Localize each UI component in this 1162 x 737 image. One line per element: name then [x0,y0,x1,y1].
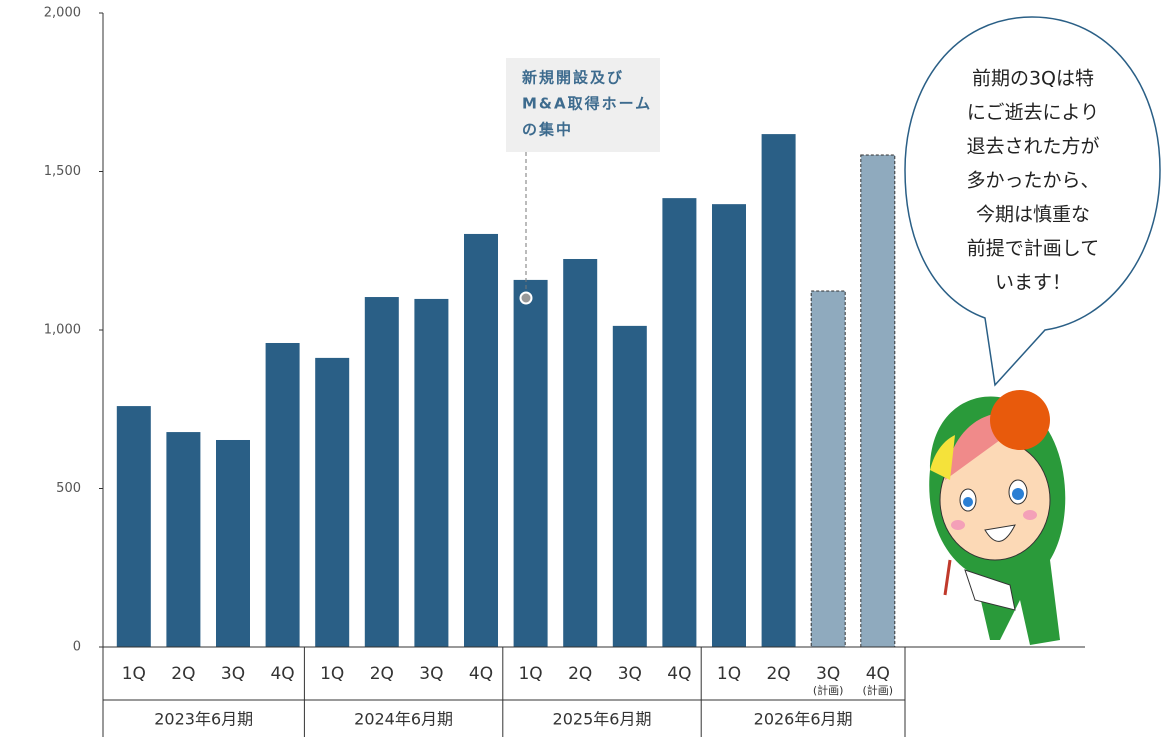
y-tick-label: 500 [56,481,81,496]
x-tick-label: 4Q [866,664,890,684]
annotation-text: 新規開設及び [522,69,624,87]
bar [265,342,300,647]
group-label: 2023年6月期 [154,710,253,729]
speech-bubble [904,16,1161,387]
bar [860,154,896,648]
x-tick-label: 2Q [370,664,394,684]
callout-text: にご逝去により [967,102,1099,124]
x-tick-label: 3Q [618,664,642,684]
bar [761,134,796,647]
callout-text: 前期の3Qは特 [972,68,1094,90]
annotation-dot [519,291,533,305]
x-tick-label: 3Q [816,664,840,684]
callout-text: 退去された方が [966,136,1099,158]
group-label: 2024年6月期 [354,710,453,729]
bar [414,298,449,647]
x-tick-label: 3Q [419,664,443,684]
x-tick-label: 4Q [270,664,294,684]
bar [315,357,350,647]
bar [116,406,151,647]
x-tick-label: 1Q [518,664,542,684]
y-tick-label: 2,000 [44,6,81,21]
group-label: 2025年6月期 [553,710,652,729]
bar [364,297,399,647]
bar [166,432,201,647]
y-tick-label: 0 [73,640,81,655]
y-tick-label: 1,000 [44,323,81,338]
x-tick-label: 4Q [667,664,691,684]
annotation-text: M&A取得ホーム [522,95,652,113]
x-tick-note: (計画) [863,683,894,697]
group-label: 2026年6月期 [754,710,853,729]
x-tick-label: 3Q [221,664,245,684]
bar [810,290,846,648]
bar [513,279,548,647]
x-tick-label: 2Q [568,664,592,684]
callout-text: 多かったから、 [966,170,1099,192]
y-tick-label: 1,500 [44,164,81,179]
bar [563,258,598,647]
mascot [929,390,1066,645]
x-tick-label: 4Q [469,664,493,684]
x-tick-note: (計画) [813,683,844,697]
callout-text: います！ [995,272,1071,294]
x-tick-label: 2Q [766,664,790,684]
x-tick-label: 2Q [171,664,195,684]
callout-text: 前提で計画して [967,238,1099,260]
x-tick-label: 1Q [320,664,344,684]
bar [712,204,746,647]
bar [612,325,647,647]
annotation-text: の集中 [522,121,573,139]
bar [464,233,498,647]
x-tick-label: 1Q [122,664,146,684]
x-tick-label: 1Q [717,664,741,684]
bar [216,439,250,647]
annotation-box [506,58,660,152]
callout-text: 今期は慎重な [976,204,1090,226]
bar [662,198,697,648]
